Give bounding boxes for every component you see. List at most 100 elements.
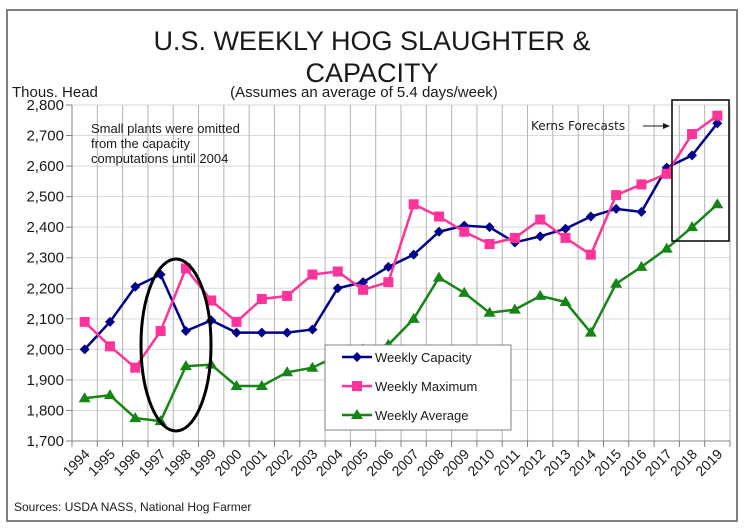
series-weekly-capacity xyxy=(79,118,723,355)
weekly-maximum-line xyxy=(83,114,719,370)
y-tick-label: 2,300 xyxy=(26,250,64,267)
forecast-box xyxy=(671,99,730,242)
y-tick-label: 2,800 xyxy=(26,97,64,114)
note-line-1: Small plants were omitted xyxy=(91,121,240,136)
y-tick-label: 2,100 xyxy=(26,311,64,328)
y-axis-label: Thous. Head xyxy=(12,84,98,101)
series-weekly-average xyxy=(78,198,724,426)
weekly-maximum-point xyxy=(231,316,242,327)
weekly-maximum-point xyxy=(433,211,444,222)
weekly-average-point xyxy=(483,306,496,317)
y-tick-label: 1,800 xyxy=(26,402,64,419)
weekly-maximum-point xyxy=(408,199,419,210)
weekly-capacity-point xyxy=(636,206,647,217)
weekly-average-point xyxy=(179,360,192,371)
weekly-capacity-point xyxy=(408,249,419,260)
weekly-average-point xyxy=(635,260,648,271)
weekly-capacity-point xyxy=(130,281,141,292)
weekly-maximum-point xyxy=(332,266,343,277)
legend-marker-weekly-maximum xyxy=(352,381,362,391)
weekly-capacity-point xyxy=(433,226,444,237)
weekly-capacity-point xyxy=(358,277,369,288)
chart-title-line1: U.S. WEEKLY HOG SLAUGHTER & xyxy=(153,26,590,56)
legend: Weekly Capacity Weekly Maximum Weekly Av… xyxy=(324,344,512,431)
weekly-average-point xyxy=(255,380,268,391)
weekly-maximum-point xyxy=(282,290,293,301)
weekly-capacity-point xyxy=(484,222,495,233)
weekly-average-point xyxy=(508,303,521,314)
weekly-capacity-point xyxy=(712,118,723,129)
weekly-capacity-point xyxy=(383,261,394,272)
weekly-average-point xyxy=(458,286,471,297)
legend-label-average: Weekly Average xyxy=(375,408,468,423)
legend-marker-weekly-capacity xyxy=(352,352,362,362)
weekly-maximum-point xyxy=(459,226,470,237)
small-plants-note: Small plants were omitted from the capac… xyxy=(91,121,240,166)
weekly-average-line xyxy=(84,203,719,423)
weekly-capacity-point xyxy=(79,344,90,355)
weekly-maximum-point xyxy=(358,284,369,295)
y-axis-ticks: 1,700 1,800 1,900 2,000 2,100 2,200 2,300 2,400… xyxy=(26,97,72,450)
weekly-maximum-point xyxy=(155,326,166,337)
y-tick-label: 2,000 xyxy=(26,341,64,358)
weekly-average-point xyxy=(230,380,243,391)
weekly-average-point xyxy=(559,296,572,307)
weekly-capacity-point xyxy=(687,150,698,161)
y-tick-label: 1,900 xyxy=(26,372,64,389)
weekly-average-point xyxy=(103,389,116,400)
weekly-average-point xyxy=(711,198,724,209)
series-weekly-maximum xyxy=(79,110,723,373)
note-line-2: from the capacity xyxy=(91,136,190,151)
series xyxy=(78,110,724,426)
weekly-maximum-point xyxy=(509,232,520,243)
kerns-forecasts-label: Kerns Forecasts xyxy=(531,119,625,133)
y-tick-label: 2,500 xyxy=(26,189,64,206)
weekly-capacity-point xyxy=(307,324,318,335)
y-tick-label: 2,700 xyxy=(26,128,64,145)
weekly-maximum-point xyxy=(256,293,267,304)
weekly-maximum-point xyxy=(79,316,90,327)
weekly-average-point xyxy=(407,312,420,323)
legend-marker-weekly-average xyxy=(351,409,363,419)
weekly-capacity-line xyxy=(83,122,719,351)
y-tick-label: 1,700 xyxy=(26,433,64,450)
weekly-maximum-point xyxy=(307,269,318,280)
weekly-maximum-point xyxy=(585,249,596,260)
weekly-average-point xyxy=(610,277,623,288)
weekly-maximum-point xyxy=(636,179,647,190)
chart-title-line2: CAPACITY xyxy=(305,58,438,88)
weekly-capacity-point xyxy=(256,327,267,338)
chart-frame xyxy=(6,9,738,522)
weekly-maximum-point xyxy=(130,362,141,373)
legend-label-maximum: Weekly Maximum xyxy=(375,379,477,394)
weekly-maximum-point xyxy=(560,232,571,243)
weekly-capacity-point xyxy=(231,327,242,338)
weekly-capacity-point xyxy=(611,203,622,214)
forecast-annotation: Kerns Forecasts xyxy=(531,99,730,242)
weekly-maximum-point xyxy=(383,277,394,288)
highlight-ellipse-1997-1998 xyxy=(139,257,213,433)
forecast-arrow-head xyxy=(663,123,670,129)
weekly-maximum-point xyxy=(661,168,672,179)
weekly-maximum-point xyxy=(104,341,115,352)
weekly-average-point xyxy=(129,412,142,423)
weekly-average-point xyxy=(306,361,319,372)
weekly-capacity-point xyxy=(585,211,596,222)
y-tick-label: 2,600 xyxy=(26,158,64,175)
weekly-maximum-point xyxy=(180,263,191,274)
weekly-maximum-point xyxy=(206,295,217,306)
weekly-capacity-point xyxy=(560,223,571,234)
y-tick-label: 2,200 xyxy=(26,280,64,297)
weekly-capacity-point xyxy=(535,231,546,242)
weekly-maximum-point xyxy=(712,110,723,121)
legend-label-capacity: Weekly Capacity xyxy=(375,350,472,365)
weekly-capacity-point xyxy=(104,316,115,327)
weekly-average-point xyxy=(432,271,445,282)
weekly-maximum-point xyxy=(484,238,495,249)
weekly-capacity-point xyxy=(282,327,293,338)
weekly-maximum-point xyxy=(611,190,622,201)
weekly-capacity-point xyxy=(180,326,191,337)
weekly-average-point xyxy=(281,366,294,377)
y-tick-label: 2,400 xyxy=(26,219,64,236)
